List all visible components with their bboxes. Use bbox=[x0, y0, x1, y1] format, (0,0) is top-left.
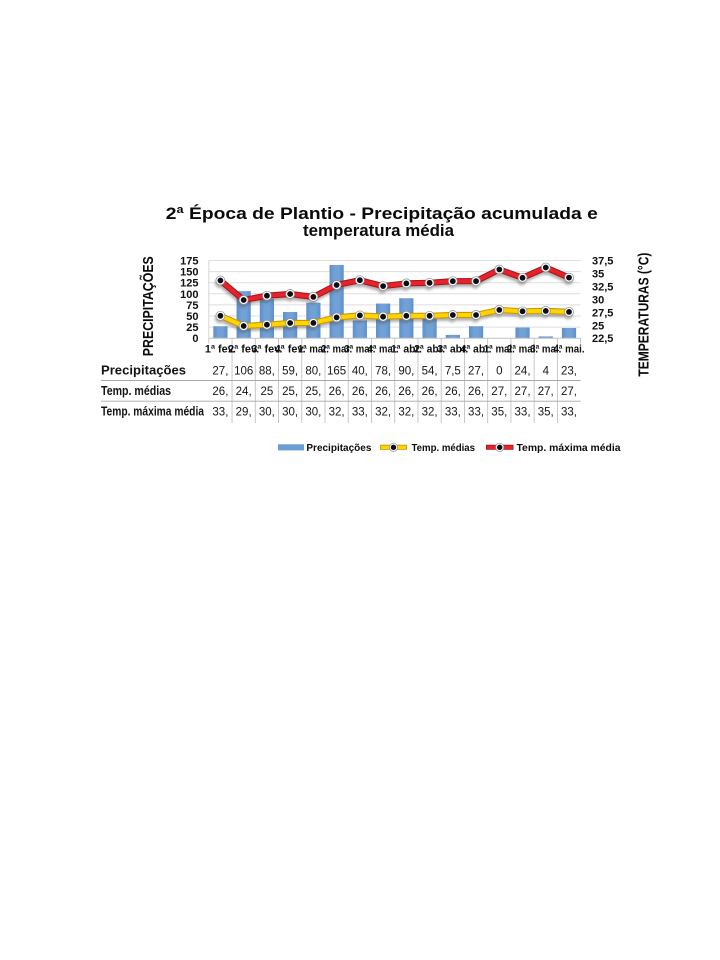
svg-text:32,: 32, bbox=[422, 407, 438, 419]
svg-text:2ª Época de Plantio - Precipit: 2ª Época de Plantio - Precipitação acumu… bbox=[166, 204, 598, 223]
svg-text:27,: 27, bbox=[491, 386, 507, 398]
svg-text:33,: 33, bbox=[561, 407, 577, 419]
svg-text:26,: 26, bbox=[352, 386, 368, 398]
svg-text:27,: 27, bbox=[538, 386, 554, 398]
svg-text:106: 106 bbox=[234, 365, 253, 377]
svg-text:30: 30 bbox=[592, 294, 604, 306]
svg-text:3ª abr.: 3ª abr. bbox=[437, 344, 468, 356]
svg-text:3ª fev.: 3ª fev. bbox=[251, 344, 282, 356]
svg-text:33,: 33, bbox=[445, 407, 461, 419]
svg-text:33,: 33, bbox=[515, 407, 531, 419]
svg-text:TEMPERATURAS (°C): TEMPERATURAS (°C) bbox=[636, 253, 653, 377]
svg-text:35,: 35, bbox=[491, 407, 507, 419]
svg-text:2ª mai.: 2ª mai. bbox=[507, 344, 538, 356]
svg-text:30,: 30, bbox=[282, 407, 298, 419]
svg-text:24,: 24, bbox=[515, 365, 531, 377]
svg-text:1ª fev.: 1ª fev. bbox=[205, 344, 236, 356]
svg-text:32,: 32, bbox=[329, 407, 345, 419]
svg-text:32,5: 32,5 bbox=[592, 281, 613, 293]
svg-text:80,: 80, bbox=[305, 365, 321, 377]
svg-text:4ª mar.: 4ª mar. bbox=[368, 344, 399, 356]
svg-text:2ª abr.: 2ª abr. bbox=[414, 344, 445, 356]
svg-text:33,: 33, bbox=[468, 407, 484, 419]
svg-text:27,5: 27,5 bbox=[592, 307, 613, 319]
svg-text:33,: 33, bbox=[212, 407, 228, 419]
svg-text:2ª mar.: 2ª mar. bbox=[321, 344, 352, 356]
svg-text:25,: 25, bbox=[305, 386, 321, 398]
svg-text:27,: 27, bbox=[212, 365, 228, 377]
svg-text:temperatura média: temperatura média bbox=[303, 221, 455, 240]
svg-text:25: 25 bbox=[186, 322, 198, 334]
svg-text:23,: 23, bbox=[561, 365, 577, 377]
svg-text:3ª mar.: 3ª mar. bbox=[344, 344, 375, 356]
svg-text:26,: 26, bbox=[422, 386, 438, 398]
svg-text:3ª mai.: 3ª mai. bbox=[530, 344, 561, 356]
svg-text:4ª fev.: 4ª fev. bbox=[275, 344, 306, 356]
svg-text:78,: 78, bbox=[375, 365, 391, 377]
svg-text:26,: 26, bbox=[329, 386, 345, 398]
svg-text:125: 125 bbox=[180, 278, 198, 290]
svg-text:40,: 40, bbox=[352, 365, 368, 377]
svg-text:30,: 30, bbox=[305, 407, 321, 419]
svg-text:150: 150 bbox=[180, 267, 198, 279]
svg-text:32,: 32, bbox=[375, 407, 391, 419]
svg-text:54,: 54, bbox=[422, 365, 438, 377]
svg-text:37,5: 37,5 bbox=[592, 256, 613, 268]
svg-text:100: 100 bbox=[180, 289, 198, 301]
svg-text:7,5: 7,5 bbox=[445, 365, 461, 377]
svg-text:1ª mai.: 1ª mai. bbox=[484, 344, 515, 356]
svg-text:165: 165 bbox=[327, 365, 346, 377]
svg-text:27,: 27, bbox=[468, 365, 484, 377]
svg-text:1ª mar.: 1ª mar. bbox=[298, 344, 329, 356]
svg-text:29,: 29, bbox=[236, 407, 252, 419]
svg-text:Temp. máxima média: Temp. máxima média bbox=[517, 442, 621, 454]
svg-text:4: 4 bbox=[543, 365, 550, 377]
svg-text:PRECIPITAÇÕES: PRECIPITAÇÕES bbox=[139, 256, 157, 356]
svg-text:26,: 26, bbox=[468, 386, 484, 398]
svg-text:30,: 30, bbox=[259, 407, 275, 419]
svg-text:Precipitações: Precipitações bbox=[101, 363, 186, 377]
svg-text:26,: 26, bbox=[398, 386, 414, 398]
svg-text:25: 25 bbox=[261, 386, 274, 398]
svg-text:Precipitações: Precipitações bbox=[306, 442, 371, 454]
svg-text:2ª fev.: 2ª fev. bbox=[228, 344, 259, 356]
svg-text:59,: 59, bbox=[282, 365, 298, 377]
svg-text:4ª mai.: 4ª mai. bbox=[554, 344, 585, 356]
svg-text:Temp. máxima média: Temp. máxima média bbox=[101, 405, 205, 419]
svg-text:Temp. médias: Temp. médias bbox=[412, 442, 476, 454]
svg-text:0: 0 bbox=[192, 333, 198, 345]
svg-text:1ª abr.: 1ª abr. bbox=[391, 344, 422, 356]
svg-text:26,: 26, bbox=[445, 386, 461, 398]
svg-text:33,: 33, bbox=[352, 407, 368, 419]
svg-text:75: 75 bbox=[186, 300, 198, 312]
svg-text:26,: 26, bbox=[212, 386, 228, 398]
svg-text:35,: 35, bbox=[538, 407, 554, 419]
svg-text:25,: 25, bbox=[282, 386, 298, 398]
svg-text:175: 175 bbox=[180, 256, 198, 268]
svg-text:88,: 88, bbox=[259, 365, 275, 377]
svg-text:22,5: 22,5 bbox=[592, 333, 613, 345]
svg-text:50: 50 bbox=[186, 311, 198, 323]
svg-text:27,: 27, bbox=[561, 386, 577, 398]
svg-text:27,: 27, bbox=[515, 386, 531, 398]
svg-text:90,: 90, bbox=[398, 365, 414, 377]
svg-text:0: 0 bbox=[496, 365, 502, 377]
svg-text:4ª abr.: 4ª abr. bbox=[461, 344, 492, 356]
svg-text:Temp. médias: Temp. médias bbox=[101, 384, 171, 398]
svg-text:32,: 32, bbox=[398, 407, 414, 419]
svg-text:24,: 24, bbox=[236, 386, 252, 398]
svg-text:25: 25 bbox=[592, 320, 604, 332]
svg-text:35: 35 bbox=[592, 268, 604, 280]
svg-text:26,: 26, bbox=[375, 386, 391, 398]
